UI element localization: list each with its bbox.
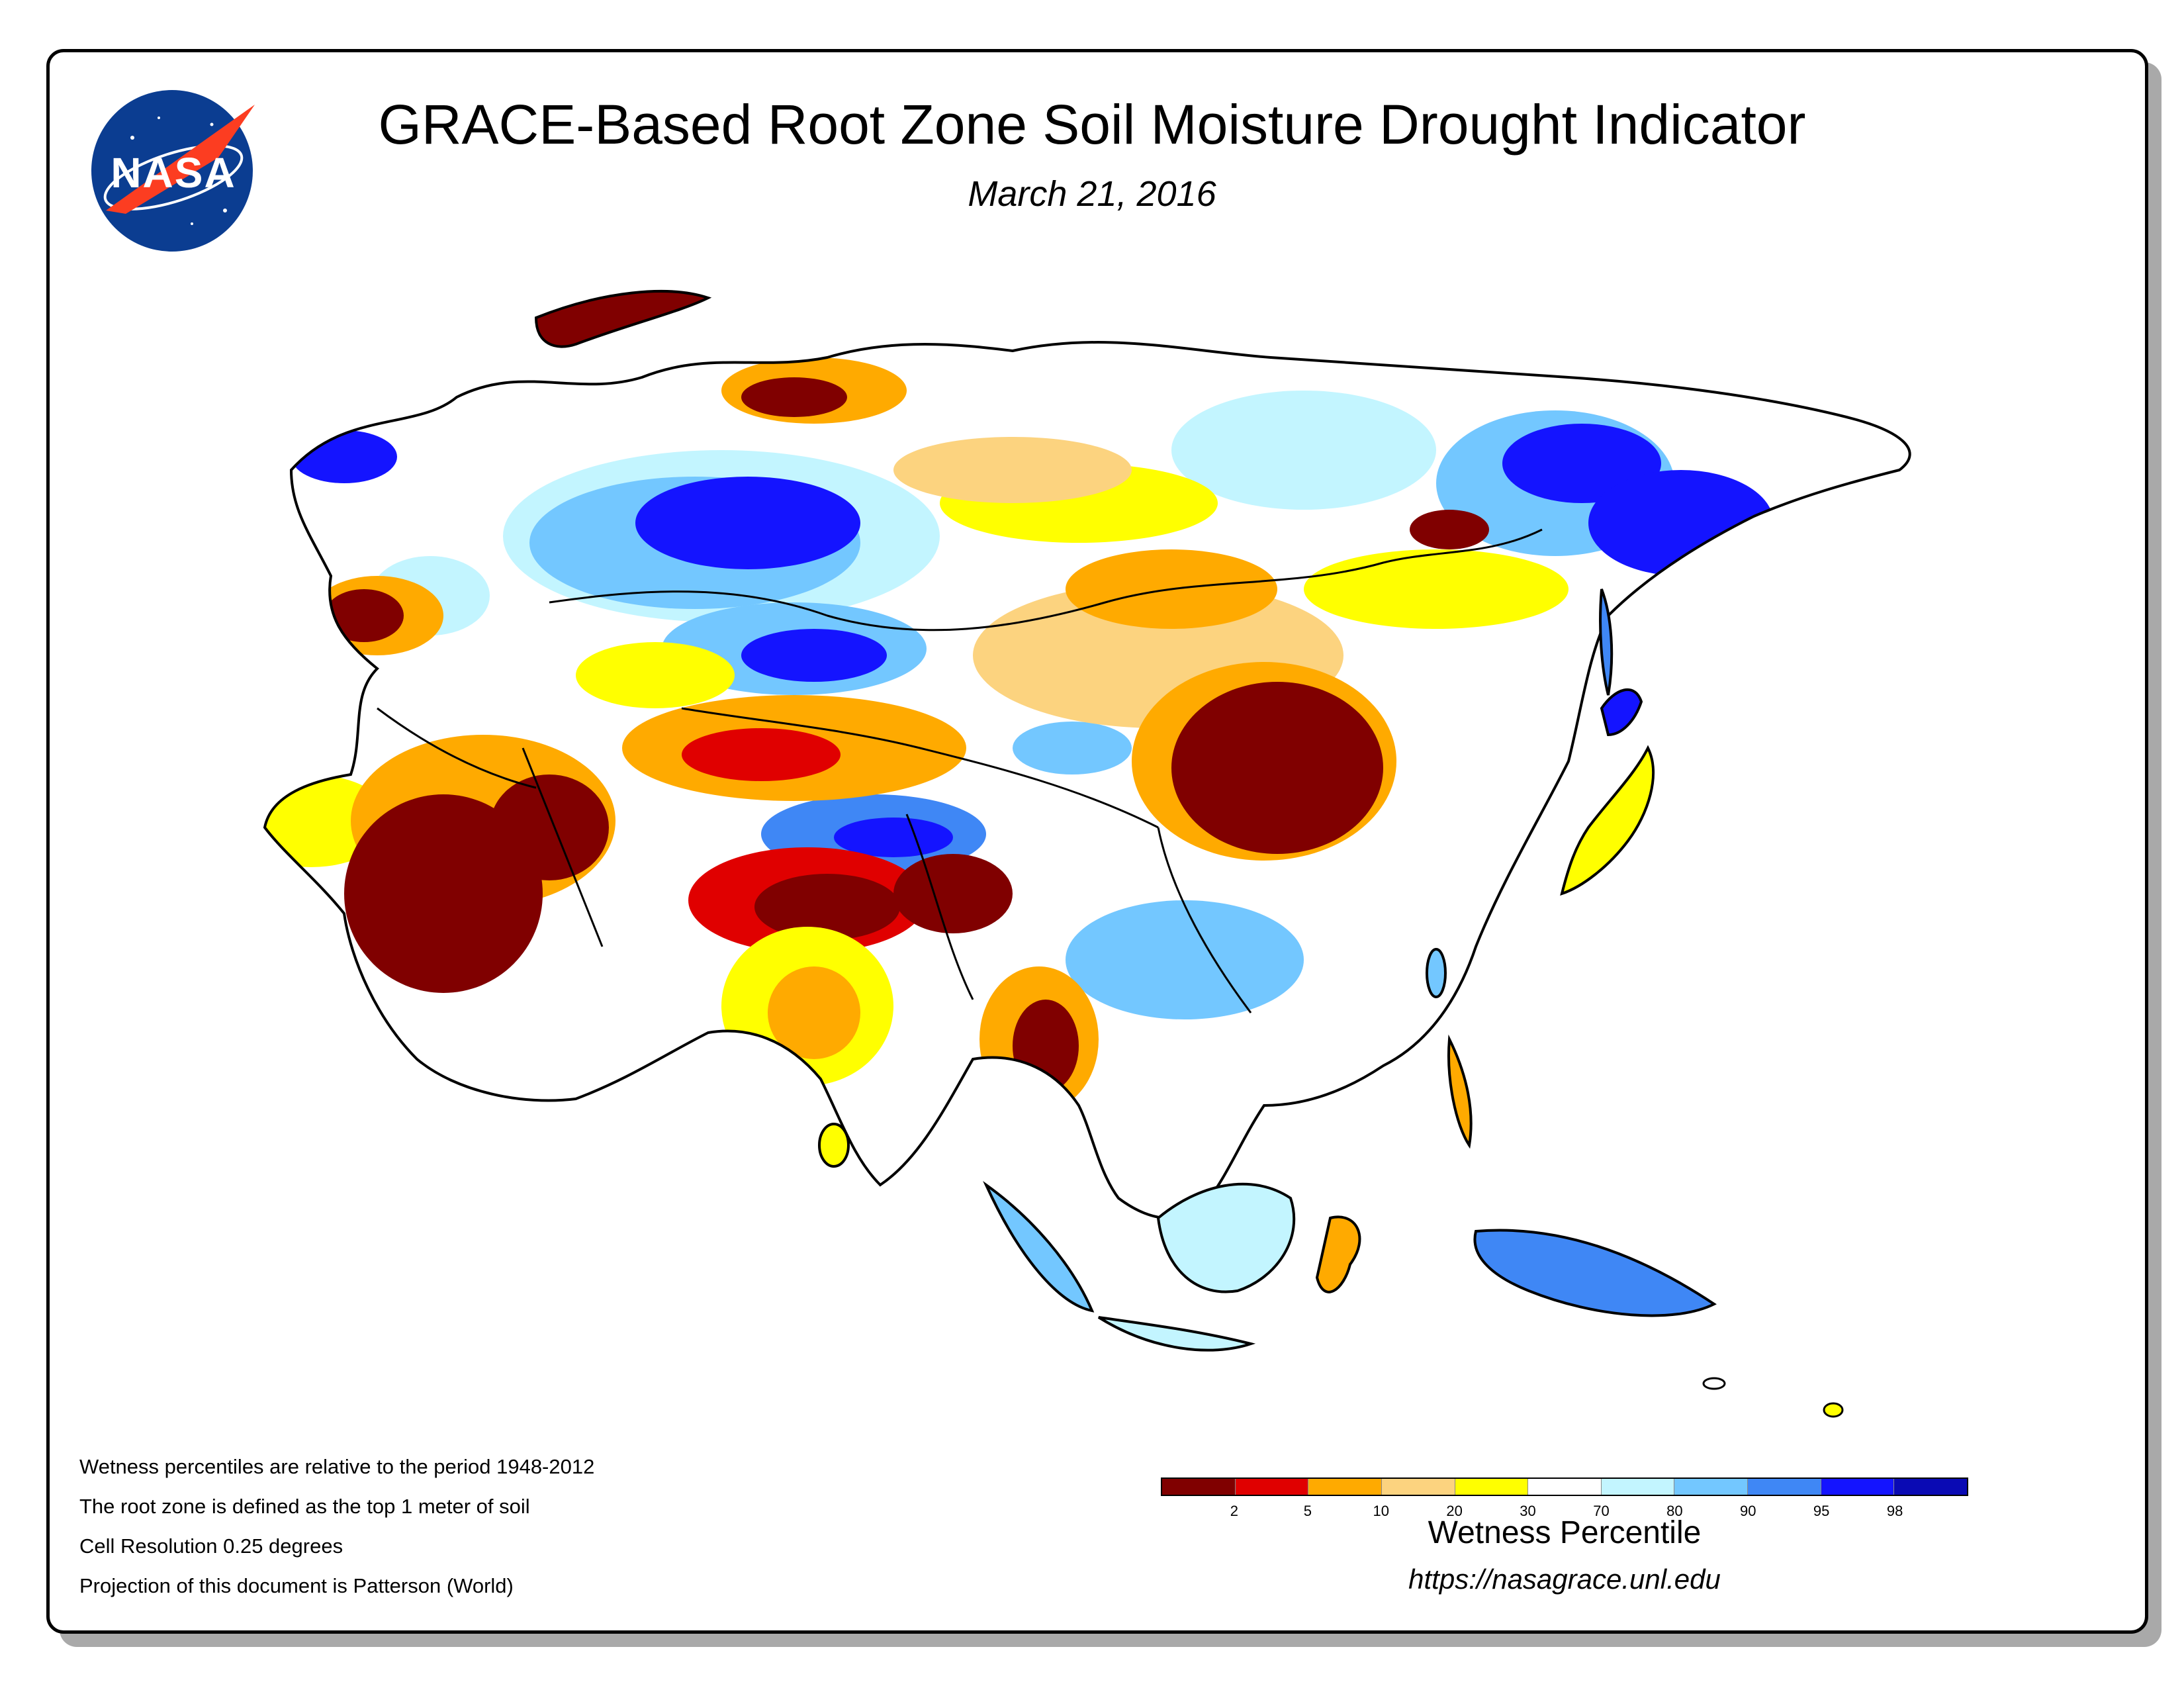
legend-color-bar: [1161, 1477, 1968, 1496]
legend-tick-label: 90: [1740, 1503, 1756, 1519]
legend-ticks: 2 5 10 20 30 70 80 90 95 98: [1161, 1503, 1968, 1523]
legend-tick-label: 30: [1520, 1503, 1536, 1519]
pacific-island: [1823, 1402, 1844, 1418]
sakhalin: [1599, 588, 1614, 696]
legend-tick-label: 98: [1886, 1503, 1903, 1519]
pacific-island: [1702, 1377, 1726, 1390]
legend-tick-label: 2: [1230, 1503, 1239, 1519]
drought-map: [263, 290, 1911, 1418]
wetness-field: [265, 357, 1774, 1112]
borneo: [1156, 1182, 1296, 1293]
sulawesi: [1315, 1215, 1361, 1293]
legend-tick-label: 70: [1593, 1503, 1610, 1519]
legend-swatch: [1674, 1479, 1748, 1495]
legend-swatch: [1747, 1479, 1821, 1495]
legend-tick-label: 80: [1666, 1503, 1683, 1519]
legend-swatch: [1381, 1479, 1455, 1495]
page-title: GRACE-Based Root Zone Soil Moisture Drou…: [378, 93, 1806, 156]
legend-swatch: [1454, 1479, 1528, 1495]
taiwan: [1426, 948, 1447, 998]
coastline: [263, 341, 1911, 1220]
legend-title: Wetness Percentile: [1428, 1515, 1702, 1550]
sri-lanka: [818, 1123, 850, 1168]
java: [1097, 1316, 1256, 1352]
nasa-logo: NASA: [91, 90, 255, 252]
note-line: Projection of this document is Patterson…: [79, 1574, 514, 1597]
legend-tick-label: 20: [1446, 1503, 1463, 1519]
legend: 2 5 10 20 30 70 80 90 95 98: [1161, 1477, 1968, 1519]
country-borders: [377, 528, 1543, 1013]
note-line: The root zone is defined as the top 1 me…: [79, 1495, 530, 1518]
source-url[interactable]: https://nasagrace.unl.edu: [1408, 1564, 1721, 1595]
nasa-logo-text: NASA: [111, 149, 236, 197]
note-line: Cell Resolution 0.25 degrees: [79, 1534, 343, 1558]
legend-swatch: [1162, 1479, 1235, 1495]
map-date: March 21, 2016: [968, 174, 1216, 214]
note-line: Wetness percentiles are relative to the …: [79, 1455, 595, 1478]
japan: [1560, 745, 1655, 896]
new-guinea: [1473, 1229, 1717, 1317]
philippines: [1447, 1034, 1473, 1149]
hokkaido: [1600, 688, 1643, 737]
novaya-zemlya: [534, 290, 712, 348]
legend-swatch: [1308, 1479, 1381, 1495]
legend-swatch: [1600, 1479, 1674, 1495]
sumatra: [983, 1181, 1095, 1313]
legend-tick-label: 95: [1813, 1503, 1830, 1519]
legend-tick-label: 5: [1303, 1503, 1312, 1519]
legend-swatch: [1527, 1479, 1601, 1495]
legend-tick-label: 10: [1373, 1503, 1389, 1519]
legend-swatch: [1820, 1479, 1894, 1495]
legend-swatch: [1893, 1479, 1968, 1495]
notes-block: Wetness percentiles are relative to the …: [79, 1447, 594, 1606]
legend-swatch: [1234, 1479, 1308, 1495]
